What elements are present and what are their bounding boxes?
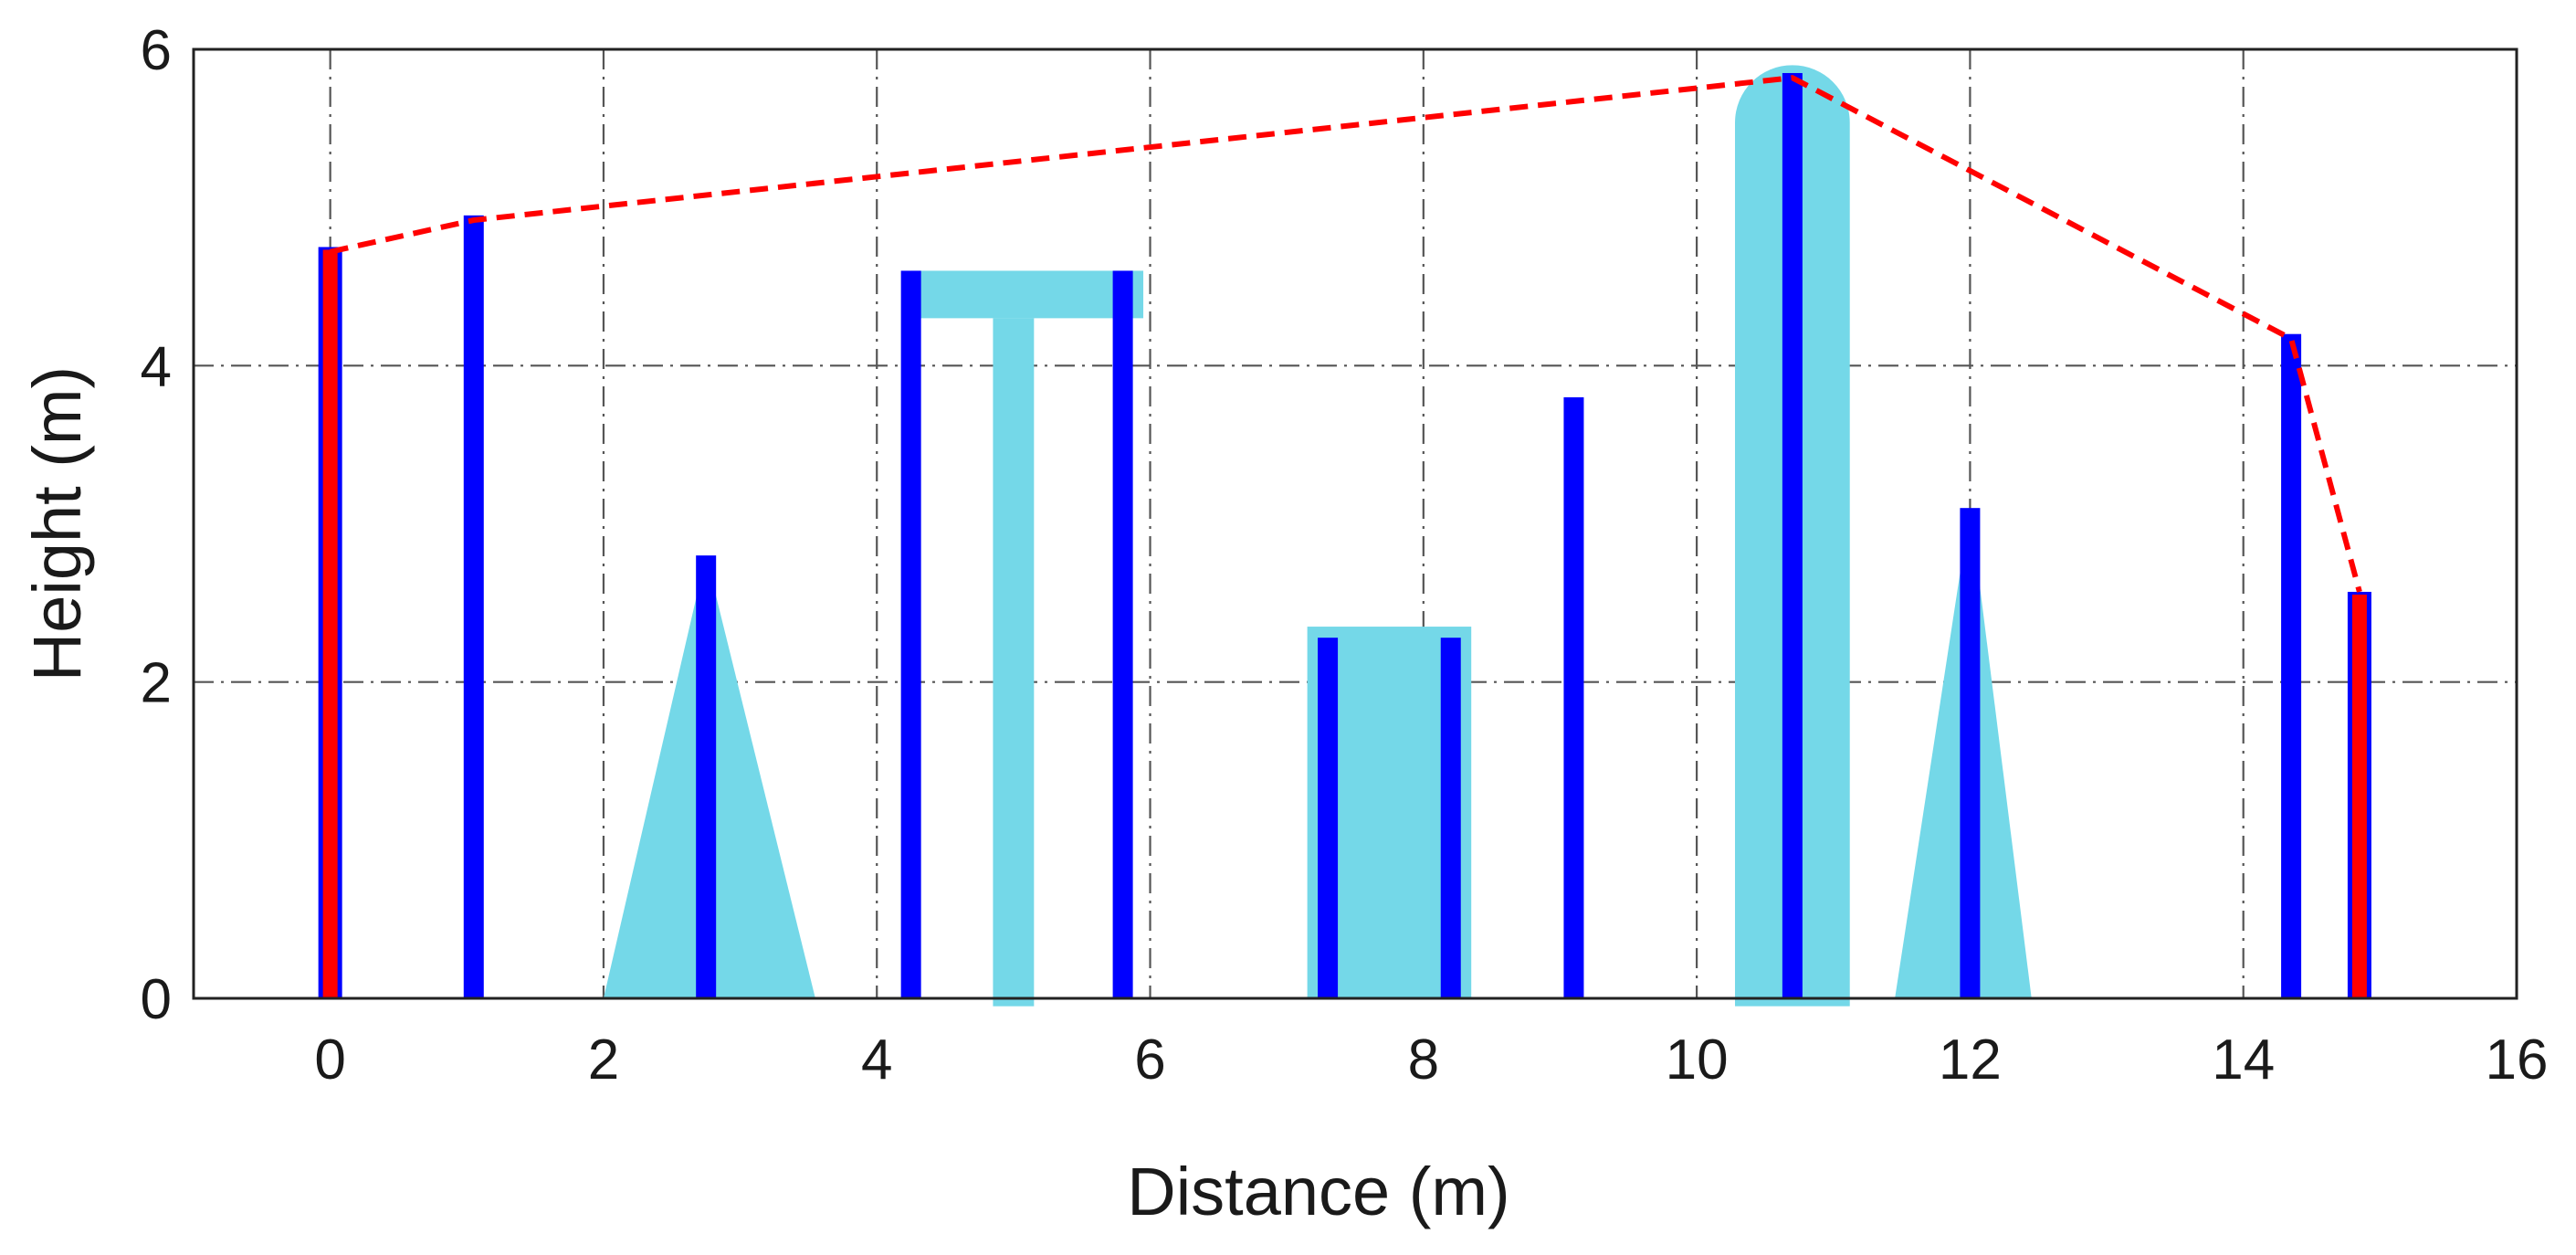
sightline — [330, 75, 2362, 593]
obstacle-height-bar — [1960, 508, 1981, 998]
x-tick-label: 0 — [314, 1028, 345, 1092]
obstacle-height-bar — [1318, 638, 1339, 998]
obstacle-height-bar — [900, 270, 921, 998]
y-axis-label: Height (m) — [19, 366, 95, 681]
t-shape-crossbar — [910, 270, 1144, 319]
obstacle-height-bar — [2281, 333, 2302, 998]
obstacle-height-bar — [1782, 72, 1803, 999]
obstacle-height-bar — [696, 555, 717, 998]
endpoint-height-bar — [322, 249, 338, 998]
obstacle-height-bar — [463, 215, 484, 998]
dashed-sightline — [330, 75, 2362, 593]
obstacle-height-bar — [1563, 396, 1584, 998]
x-tick-label: 12 — [1939, 1028, 2002, 1092]
x-tick-label: 16 — [2486, 1028, 2549, 1092]
obstacle-height-bar — [1112, 270, 1133, 998]
endpoint-height-bar — [2351, 594, 2367, 998]
y-tick-label: 0 — [141, 968, 172, 1031]
x-tick-label: 2 — [588, 1028, 619, 1092]
y-tick-label: 4 — [141, 335, 172, 398]
axes-box — [192, 47, 2518, 1000]
obstacle-height-bar — [1440, 638, 1461, 998]
y-tick-label: 2 — [141, 652, 172, 715]
t-shape-stem — [993, 318, 1035, 1007]
y-tick-label: 6 — [141, 19, 172, 82]
tick-labels: 0 2 4 6 8 10 12 14 16 0 2 4 6 — [141, 19, 2549, 1092]
x-tick-label: 6 — [1134, 1028, 1165, 1092]
height-bars — [318, 72, 2371, 999]
x-tick-label: 8 — [1408, 1028, 1439, 1092]
x-tick-label: 10 — [1666, 1028, 1729, 1092]
obstacle-shapes — [603, 65, 2032, 1007]
x-tick-label: 14 — [2212, 1028, 2275, 1092]
x-axis-label: Distance (m) — [1127, 1154, 1509, 1229]
x-tick-label: 4 — [861, 1028, 892, 1092]
